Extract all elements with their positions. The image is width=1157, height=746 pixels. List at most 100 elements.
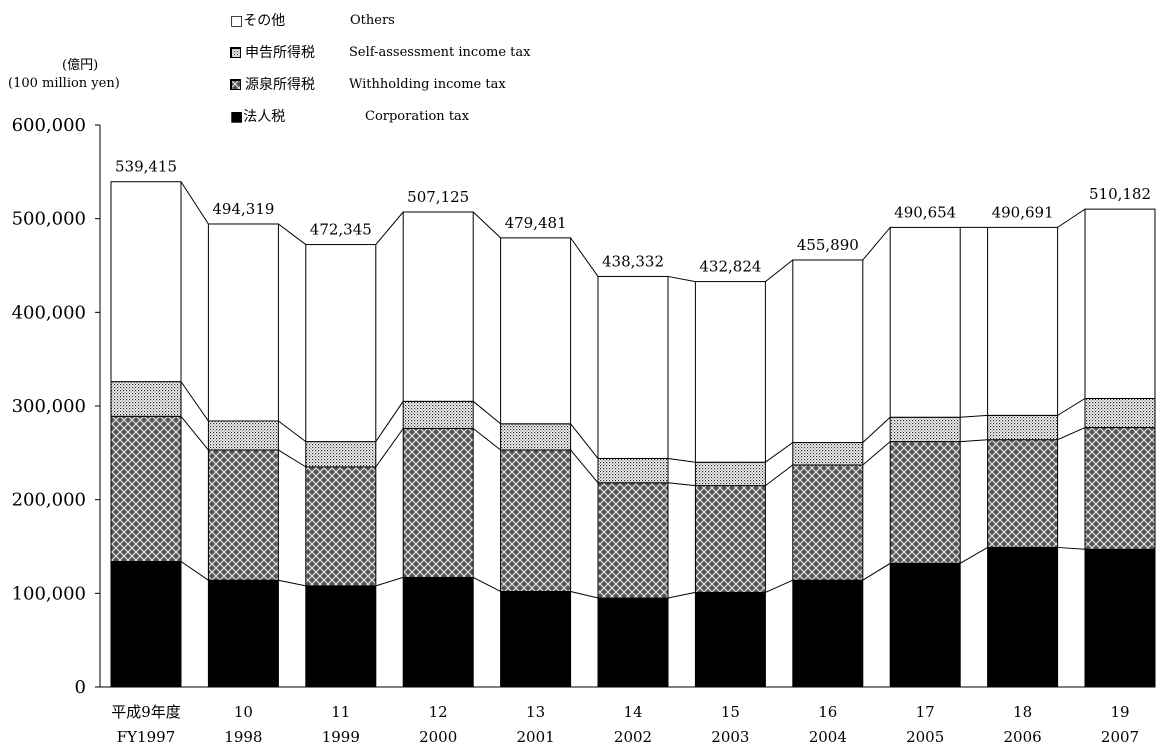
connector-line (570, 590, 599, 599)
x-tick-label: 12 (429, 703, 448, 721)
bar-segment-white (1084, 208, 1156, 400)
bar-segment-white (305, 244, 377, 443)
connector-line (375, 576, 404, 587)
connector-line (570, 423, 599, 459)
bar-segment-white (987, 226, 1059, 416)
total-data-label: 490,691 (992, 203, 1054, 221)
bar-segment-dotted (402, 400, 474, 429)
total-data-label: 479,481 (505, 214, 567, 232)
bar-segment-white (889, 226, 961, 418)
connector-line (960, 439, 988, 443)
bars (110, 181, 1156, 688)
bar-segment-black (110, 560, 182, 688)
total-data-label: 490,654 (894, 203, 956, 221)
bar-segment-black (500, 590, 572, 688)
bar-segment-crosshatch (402, 427, 474, 578)
bar-segment-dotted (987, 414, 1059, 441)
bar-segment-black (987, 546, 1059, 688)
bar-segment-dotted (694, 461, 766, 487)
total-data-label: 510,182 (1089, 185, 1151, 203)
connector-line (862, 227, 891, 261)
x-tick-label-en: 1999 (322, 728, 360, 746)
bar-segment-black (1084, 548, 1156, 688)
legend-item-corporation: ■法人税 Corporation tax (230, 104, 530, 128)
connector-line (1057, 546, 1086, 550)
total-data-label: 507,125 (407, 188, 469, 206)
bar-segment-crosshatch (597, 482, 669, 599)
bar-segment-black (207, 579, 279, 688)
axes (95, 124, 1150, 688)
bar-segment-crosshatch (694, 485, 766, 593)
connector-line (765, 259, 794, 282)
total-data-label: 539,415 (115, 158, 177, 176)
connector-line (570, 449, 599, 484)
bar-segment-white (500, 237, 572, 425)
connector-line (960, 414, 988, 418)
bar-segment-white (110, 181, 182, 383)
bar-segment-dotted (792, 442, 864, 466)
connector-line (667, 275, 696, 283)
bar-segment-white (402, 211, 474, 402)
bar-segment-white (207, 223, 279, 422)
bar-segment-black (402, 576, 474, 688)
bar-segment-white (792, 259, 864, 444)
x-tick-label-en: 2003 (711, 728, 749, 746)
x-tick-label: 19 (1110, 703, 1129, 721)
legend-label-jp: □その他 (230, 13, 286, 29)
x-tick-label-en: 2007 (1101, 728, 1139, 746)
legend-item-withholding: 源泉所得税 Withholding income tax (230, 72, 530, 96)
connector-line (1057, 208, 1086, 228)
x-tick-label: 16 (818, 703, 837, 721)
bar-segment-black (694, 591, 766, 688)
y-tick-label: 600,000 (12, 115, 86, 136)
y-tick-label: 500,000 (12, 209, 86, 230)
legend-label-jp: 申告所得税 (245, 45, 315, 61)
bar-segment-crosshatch (889, 441, 961, 564)
total-data-label: 494,319 (212, 200, 274, 218)
legend-label-jp: ■法人税 (230, 109, 286, 125)
bar-segment-dotted (889, 416, 961, 443)
unit-label-jp: (億円) (62, 58, 99, 73)
connector-line (278, 579, 306, 587)
connector-line (862, 562, 891, 581)
x-tick-label: 14 (623, 703, 642, 721)
bar-segment-dotted (500, 423, 572, 451)
x-tick-label-en: 2000 (419, 728, 457, 746)
connector-line (862, 441, 891, 466)
connector-line (1057, 398, 1086, 416)
x-tick-label-en: FY1997 (117, 728, 175, 746)
x-tick-label-en: 2006 (1004, 728, 1042, 746)
bar-segment-crosshatch (1084, 427, 1156, 550)
legend-label-en: Corporation tax (365, 108, 470, 124)
y-tick-label: 100,000 (12, 583, 86, 604)
unit-label-en: (100 million yen) (8, 76, 120, 91)
connector-line (667, 457, 696, 463)
y-tick-label: 400,000 (12, 302, 86, 323)
connector-line (375, 401, 404, 442)
x-tick-label-en: 2002 (614, 728, 652, 746)
legend-item-self-assessment: 申告所得税 Self-assessment income tax (230, 40, 530, 64)
x-tick-label-en: 2001 (517, 728, 555, 746)
x-tick-label: 10 (234, 703, 253, 721)
bar-segment-dotted (305, 441, 377, 468)
legend-label-en: Others (350, 12, 395, 28)
x-tick-label-en: 2005 (906, 728, 944, 746)
connector-line (472, 400, 501, 425)
connector-line (472, 428, 501, 451)
connector-line (959, 547, 988, 564)
connector-line (278, 420, 307, 442)
connector-line (667, 591, 696, 599)
x-tick-label-en: 1998 (224, 728, 262, 746)
bar-segment-white (597, 275, 669, 459)
x-tick-label: 平成9年度 (111, 703, 181, 721)
connector-line (180, 381, 209, 422)
y-tick-label: 300,000 (12, 396, 86, 417)
bar-segment-crosshatch (207, 449, 279, 581)
connector-line (765, 579, 794, 593)
bar-segment-crosshatch (500, 449, 572, 592)
connector-line (375, 211, 404, 245)
x-tick-label-en: 2004 (809, 728, 847, 746)
bar-segment-crosshatch (792, 464, 864, 581)
connector-line (765, 442, 794, 463)
